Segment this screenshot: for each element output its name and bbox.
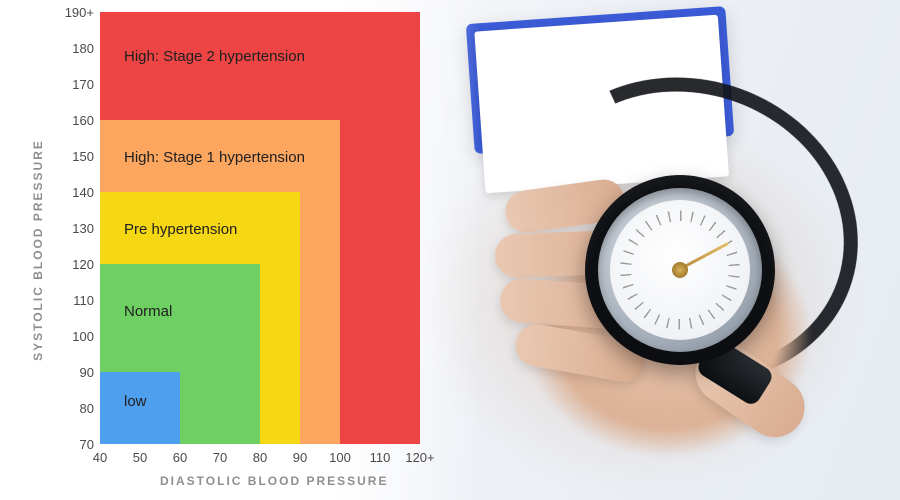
x-tick: 70 — [202, 450, 238, 465]
x-tick: 120+ — [402, 450, 438, 465]
zone-label-normal: Normal — [124, 303, 172, 320]
y-tick: 90 — [54, 365, 94, 380]
y-tick: 180 — [54, 41, 94, 56]
x-tick: 60 — [162, 450, 198, 465]
x-tick: 90 — [282, 450, 318, 465]
zone-label-stage2: High: Stage 2 hypertension — [124, 48, 305, 65]
plot-area: High: Stage 2 hypertension High: Stage 1 … — [0, 0, 470, 500]
x-tick: 40 — [82, 450, 118, 465]
x-tick: 80 — [242, 450, 278, 465]
y-tick: 80 — [54, 401, 94, 416]
x-tick: 110 — [362, 450, 398, 465]
y-tick: 110 — [54, 293, 94, 308]
y-tick: 150 — [54, 149, 94, 164]
y-tick: 190+ — [54, 5, 94, 20]
x-tick: 50 — [122, 450, 158, 465]
x-tick: 100 — [322, 450, 358, 465]
y-tick: 160 — [54, 113, 94, 128]
y-tick: 140 — [54, 185, 94, 200]
y-tick: 170 — [54, 77, 94, 92]
zone-label-prehtn: Pre hypertension — [124, 221, 237, 238]
y-tick: 100 — [54, 329, 94, 344]
zone-label-stage1: High: Stage 1 hypertension — [124, 149, 305, 166]
zone-label-low: low — [124, 393, 147, 410]
bp-classification-chart: SYSTOLIC BLOOD PRESSURE DIASTOLIC BLOOD … — [0, 0, 470, 500]
gauge-needle-hub — [672, 262, 688, 278]
y-tick: 130 — [54, 221, 94, 236]
y-tick: 120 — [54, 257, 94, 272]
